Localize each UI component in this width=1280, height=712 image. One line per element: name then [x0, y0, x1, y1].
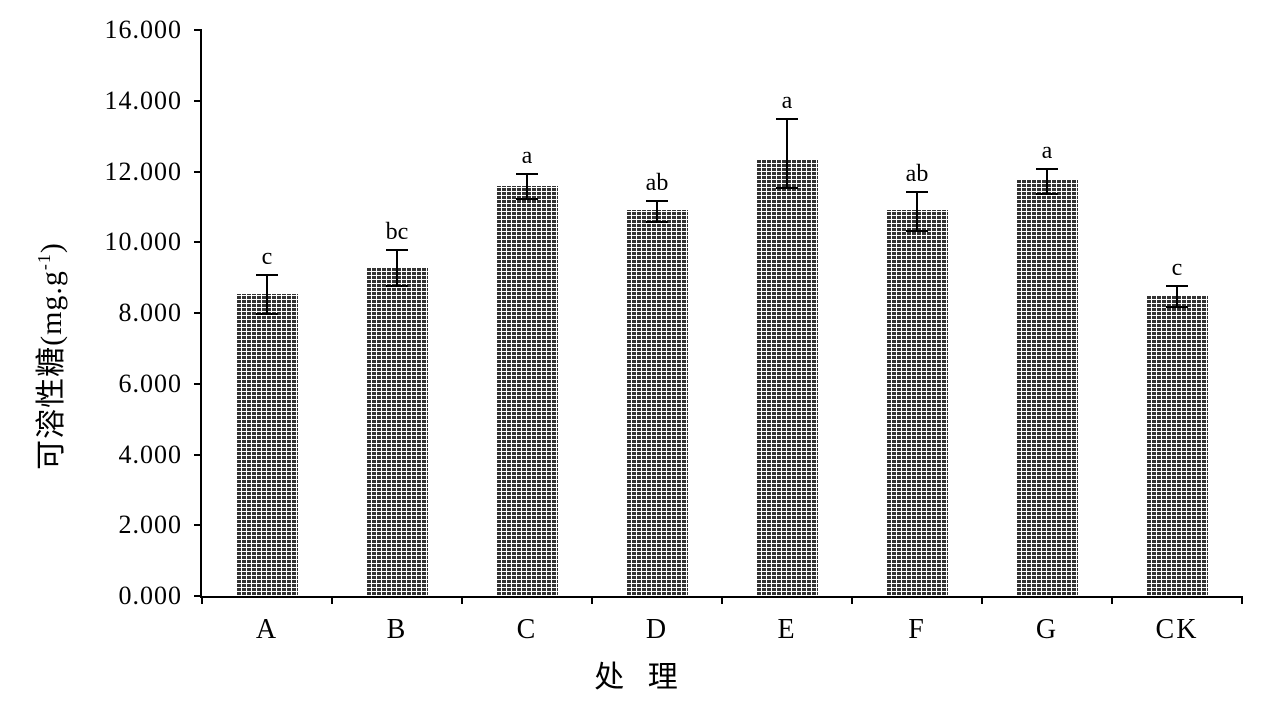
bar-fill: [756, 159, 818, 596]
x-tick-label: CK: [1156, 596, 1199, 646]
error-cap: [1036, 168, 1058, 170]
y-tick-mark: [194, 100, 202, 102]
plot-area: 0.0002.0004.0006.0008.00010.00012.00014.…: [200, 30, 1242, 598]
y-tick-label: 14.000: [105, 86, 203, 116]
bar-fill: [886, 210, 948, 596]
y-tick-label: 12.000: [105, 157, 203, 187]
y-tick-mark: [194, 29, 202, 31]
y-tick-label: 2.000: [119, 510, 203, 540]
x-tick-label: C: [517, 596, 538, 646]
error-bar: [1176, 285, 1178, 306]
error-cap: [646, 200, 668, 202]
bar: [366, 267, 428, 596]
bar: [886, 210, 948, 596]
y-tick-label: 0.000: [119, 581, 203, 611]
error-bar: [656, 200, 658, 221]
x-tick-label: A: [256, 596, 278, 646]
y-tick-mark: [194, 241, 202, 243]
error-cap: [1166, 285, 1188, 287]
error-cap: [256, 313, 278, 315]
y-tick-label: 6.000: [119, 369, 203, 399]
x-tick-mark: [1241, 596, 1243, 604]
bar-fill: [366, 267, 428, 596]
error-cap: [1036, 193, 1058, 195]
y-tick-mark: [194, 312, 202, 314]
x-tick-label: G: [1036, 596, 1058, 646]
significance-label: ab: [646, 170, 669, 197]
x-tick-mark: [721, 596, 723, 604]
x-tick-mark: [981, 596, 983, 604]
bar: [496, 186, 558, 596]
error-bar: [916, 191, 918, 230]
y-tick-label: 16.000: [105, 15, 203, 45]
bar: [756, 159, 818, 596]
significance-label: a: [522, 143, 533, 170]
bar-chart: 可溶性糖(mg.g-1) 0.0002.0004.0006.0008.00010…: [0, 0, 1280, 712]
significance-label: a: [1042, 138, 1053, 165]
bar-fill: [236, 294, 298, 596]
x-tick-label: E: [777, 596, 796, 646]
bar-fill: [496, 186, 558, 596]
error-bar: [526, 173, 528, 198]
y-axis-title: 可溶性糖(mg.g-1): [26, 242, 70, 470]
bar: [626, 210, 688, 596]
y-tick-label: 4.000: [119, 440, 203, 470]
significance-label: a: [782, 88, 793, 115]
error-cap: [516, 173, 538, 175]
error-cap: [256, 274, 278, 276]
significance-label: c: [262, 244, 273, 271]
x-tick-mark: [851, 596, 853, 604]
error-cap: [646, 221, 668, 223]
error-cap: [906, 230, 928, 232]
bar: [1146, 295, 1208, 596]
y-tick-mark: [194, 383, 202, 385]
error-cap: [516, 198, 538, 200]
y-tick-label: 8.000: [119, 298, 203, 328]
bar-fill: [1016, 180, 1078, 596]
y-tick-mark: [194, 171, 202, 173]
y-tick-mark: [194, 524, 202, 526]
error-bar: [786, 118, 788, 187]
bar-fill: [626, 210, 688, 596]
error-cap: [776, 118, 798, 120]
error-cap: [1166, 306, 1188, 308]
error-cap: [386, 285, 408, 287]
bar-fill: [1146, 295, 1208, 596]
significance-label: ab: [906, 161, 929, 188]
x-tick-label: B: [387, 596, 408, 646]
error-bar: [1046, 168, 1048, 193]
y-tick-label: 10.000: [105, 227, 203, 257]
error-bar: [266, 274, 268, 313]
bar: [236, 294, 298, 596]
error-bar: [396, 249, 398, 284]
x-tick-mark: [591, 596, 593, 604]
error-cap: [776, 187, 798, 189]
error-cap: [906, 191, 928, 193]
x-tick-label: F: [908, 596, 926, 646]
bar: [1016, 180, 1078, 596]
significance-label: bc: [386, 219, 409, 246]
error-cap: [386, 249, 408, 251]
x-axis-title: 处 理: [594, 652, 686, 696]
x-tick-mark: [201, 596, 203, 604]
x-tick-mark: [1111, 596, 1113, 604]
x-tick-label: D: [646, 596, 668, 646]
y-tick-mark: [194, 454, 202, 456]
x-tick-mark: [461, 596, 463, 604]
significance-label: c: [1172, 255, 1183, 282]
x-tick-mark: [331, 596, 333, 604]
